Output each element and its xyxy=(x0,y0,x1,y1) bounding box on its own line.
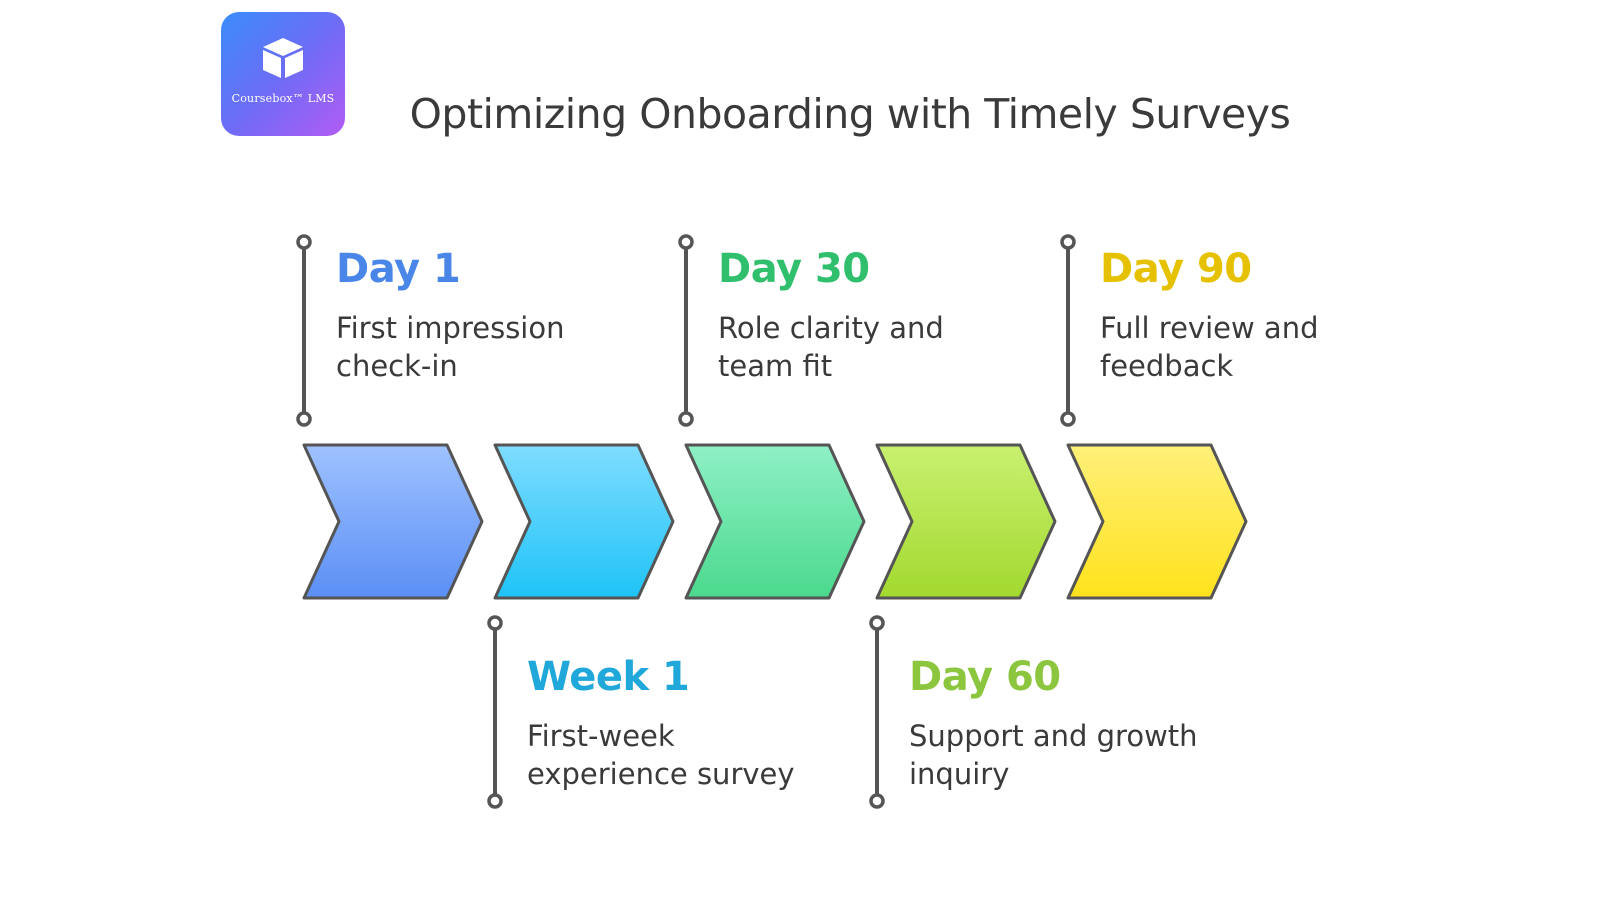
connector-dot xyxy=(869,793,885,809)
stage-day-90: Day 90 Full review and feedback xyxy=(1100,245,1400,385)
stage-description: First impression check-in xyxy=(336,311,565,383)
diagram-title: Optimizing Onboarding with Timely Survey… xyxy=(409,90,1291,138)
stage-day-60: Day 60 Support and growth inquiry xyxy=(909,653,1209,793)
chevron-day-90 xyxy=(1066,443,1248,600)
stage-description: Role clarity and team fit xyxy=(718,311,944,383)
connector-dot xyxy=(678,411,694,427)
connector-dot xyxy=(869,615,885,631)
coursebox-logo: Coursebox™ LMS xyxy=(221,12,345,136)
stage-day-30: Day 30 Role clarity and team fit xyxy=(718,245,1018,385)
box-icon xyxy=(263,38,303,78)
stage-label: Day 90 xyxy=(1100,246,1252,292)
stage-week-1: Week 1 First-week experience survey xyxy=(527,653,827,793)
connector-dot xyxy=(1060,411,1076,427)
stage-label: Day 30 xyxy=(718,246,870,292)
connector-dot xyxy=(678,234,694,250)
chevron-day-1 xyxy=(302,443,484,600)
stage-label: Day 1 xyxy=(336,246,461,292)
connector-dot xyxy=(487,615,503,631)
stage-description: First-week experience survey xyxy=(527,719,795,791)
stage-description: Full review and feedback xyxy=(1100,311,1319,383)
connector-dot xyxy=(487,793,503,809)
stage-label: Week 1 xyxy=(527,654,690,700)
connector-dot xyxy=(1060,234,1076,250)
connector-dot xyxy=(296,234,312,250)
chevron-day-30 xyxy=(684,443,866,600)
stage-description: Support and growth inquiry xyxy=(909,719,1198,791)
stage-label: Day 60 xyxy=(909,654,1061,700)
connector-dot xyxy=(296,411,312,427)
chevron-day-60 xyxy=(875,443,1057,600)
logo-text: Coursebox™ LMS xyxy=(231,92,335,105)
stage-day-1: Day 1 First impression check-in xyxy=(336,245,636,385)
chevron-week-1 xyxy=(493,443,675,600)
